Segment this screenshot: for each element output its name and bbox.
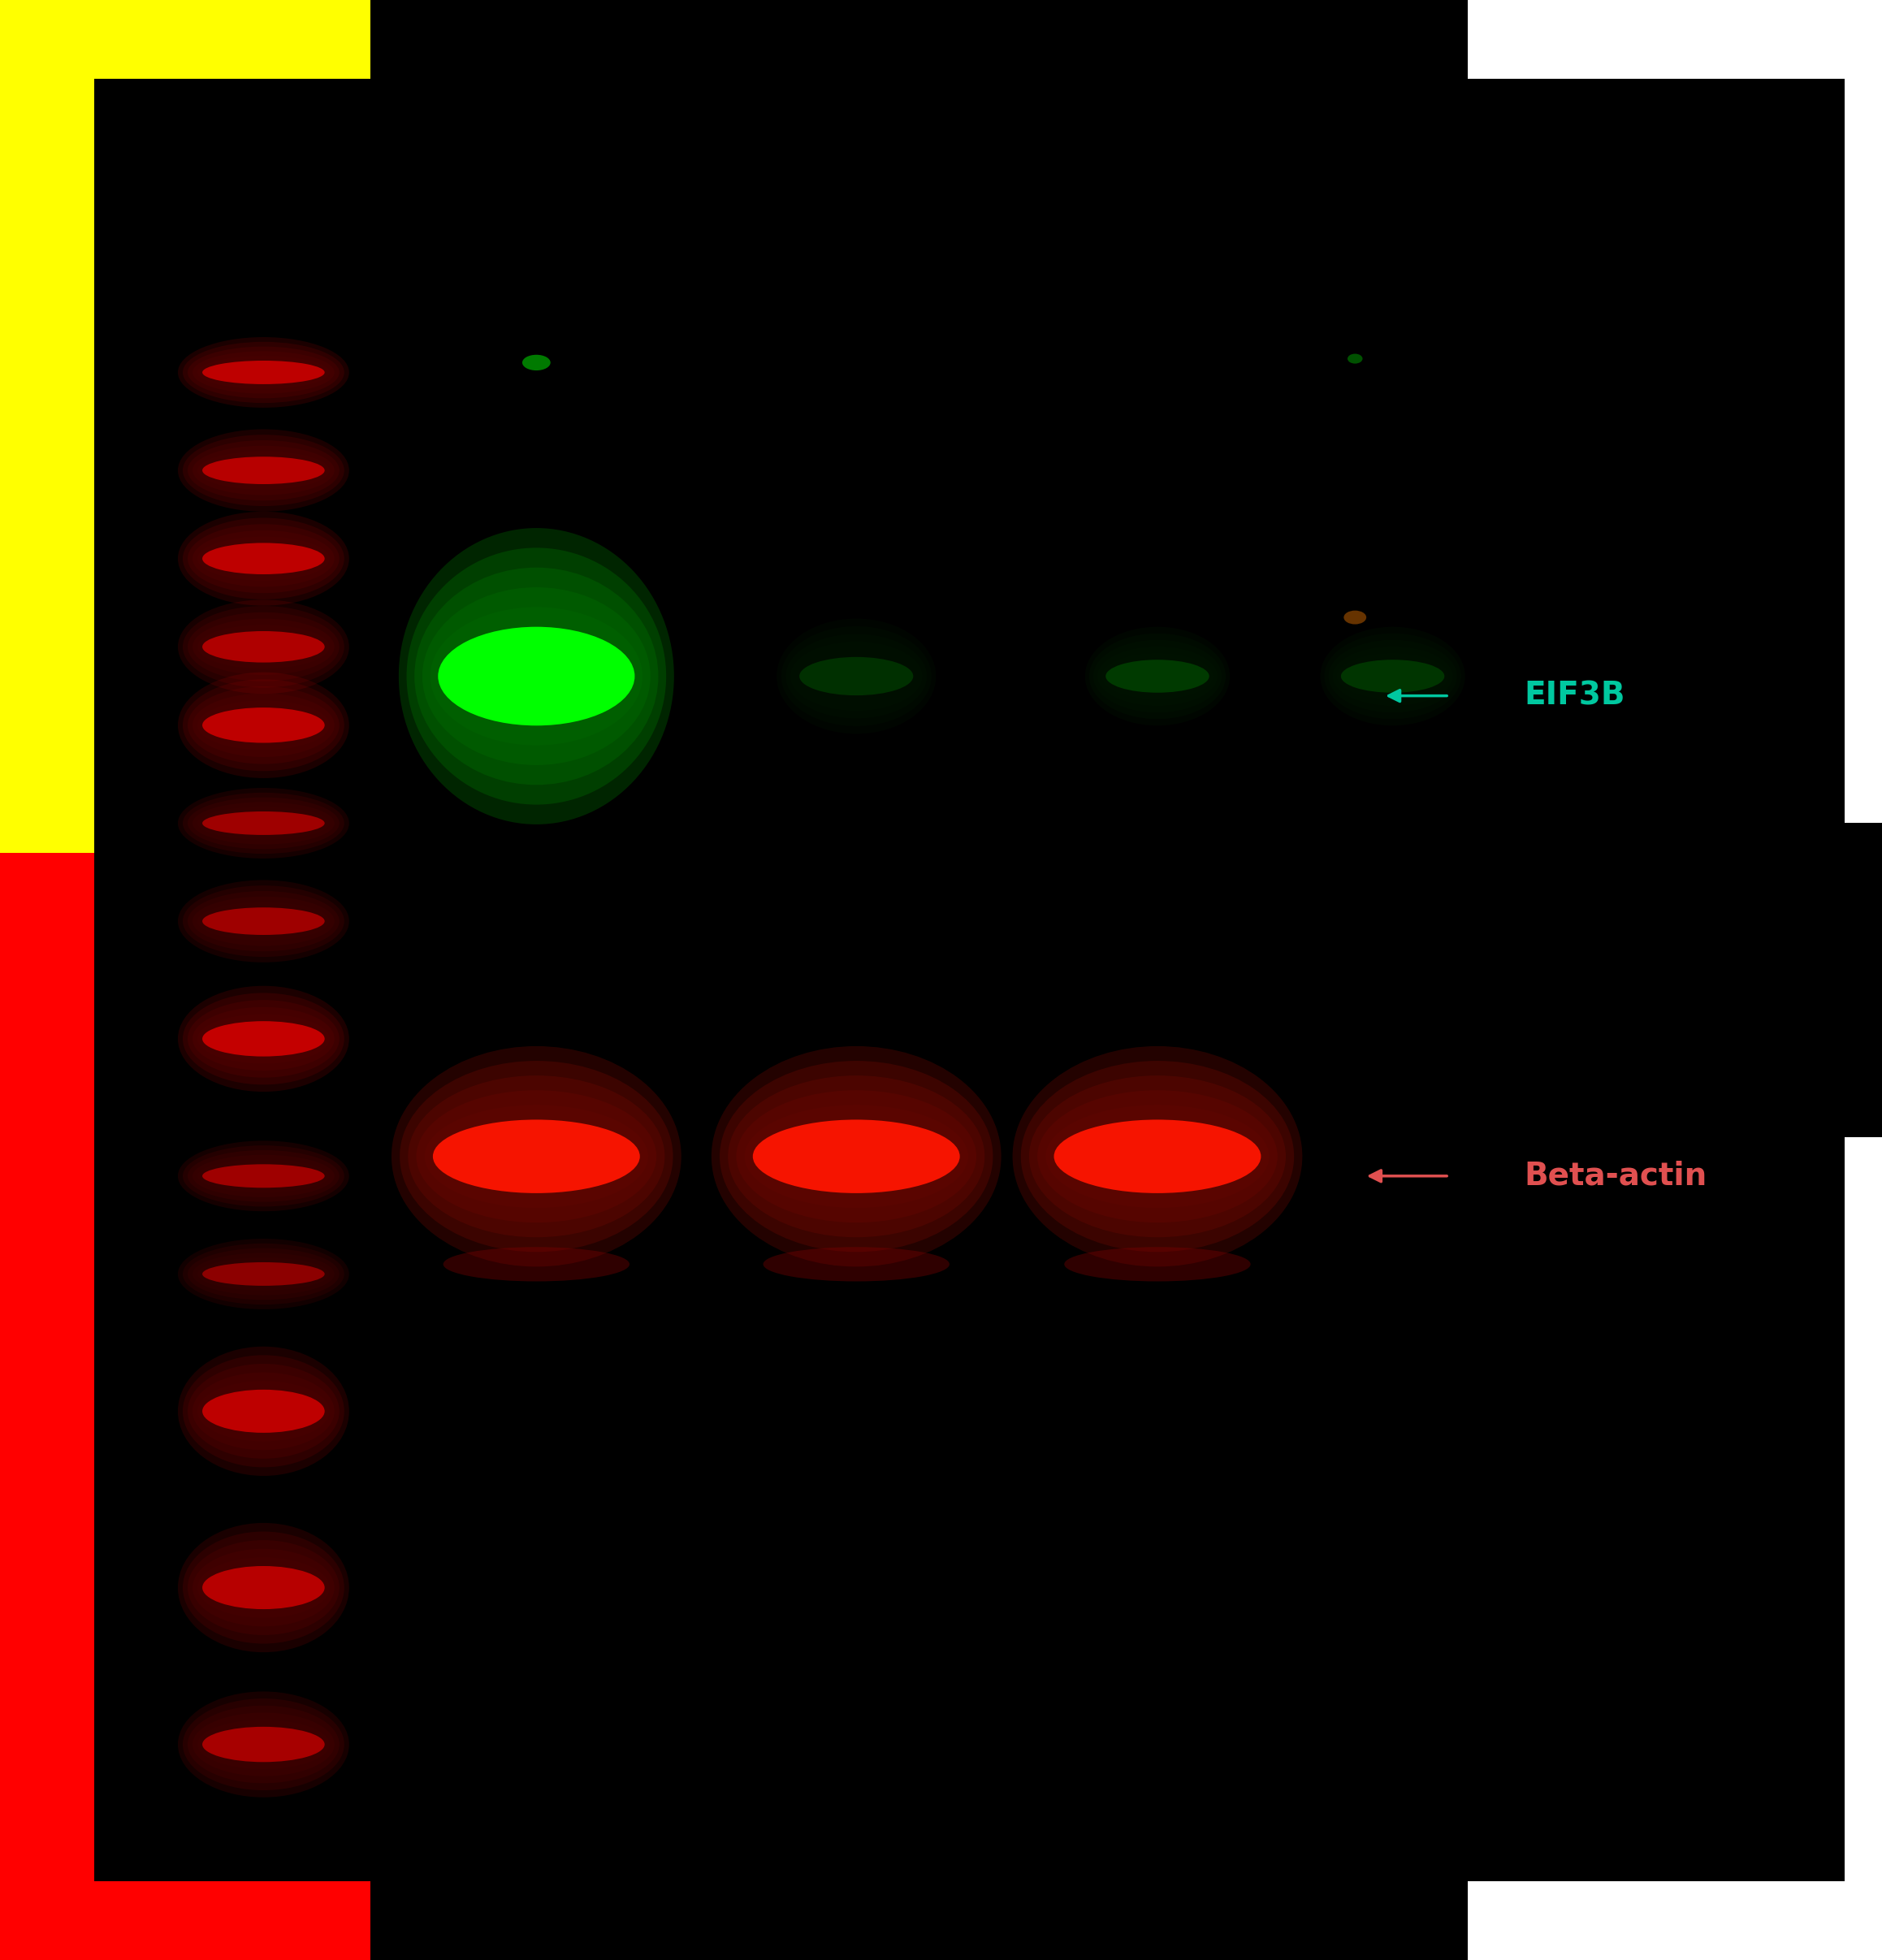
Ellipse shape: [203, 457, 326, 484]
Ellipse shape: [188, 1705, 339, 1784]
Ellipse shape: [203, 1262, 326, 1286]
Ellipse shape: [183, 1531, 344, 1644]
Ellipse shape: [203, 543, 326, 574]
Ellipse shape: [203, 361, 326, 384]
Ellipse shape: [1348, 355, 1363, 365]
Ellipse shape: [1107, 661, 1208, 692]
Ellipse shape: [188, 523, 339, 594]
Ellipse shape: [391, 1047, 681, 1266]
Ellipse shape: [408, 1076, 664, 1237]
Ellipse shape: [399, 1060, 674, 1252]
Ellipse shape: [1020, 1060, 1295, 1252]
Ellipse shape: [188, 1151, 339, 1201]
Ellipse shape: [1029, 1076, 1285, 1237]
Ellipse shape: [179, 788, 350, 858]
Ellipse shape: [183, 1243, 344, 1305]
Ellipse shape: [1344, 610, 1366, 623]
Ellipse shape: [1340, 661, 1445, 692]
Ellipse shape: [203, 907, 326, 935]
Ellipse shape: [188, 686, 339, 764]
Ellipse shape: [183, 994, 344, 1084]
FancyBboxPatch shape: [1468, 0, 1882, 823]
Text: EIF3B: EIF3B: [1524, 680, 1626, 711]
Ellipse shape: [422, 588, 651, 764]
Ellipse shape: [728, 1076, 984, 1237]
Ellipse shape: [399, 527, 674, 825]
Ellipse shape: [711, 1047, 1001, 1266]
Ellipse shape: [183, 1354, 344, 1468]
Ellipse shape: [183, 435, 344, 506]
FancyBboxPatch shape: [0, 0, 371, 853]
Ellipse shape: [203, 1727, 326, 1762]
Ellipse shape: [192, 694, 335, 757]
Ellipse shape: [183, 606, 344, 688]
Ellipse shape: [188, 1000, 339, 1078]
Ellipse shape: [203, 1390, 326, 1433]
Ellipse shape: [192, 531, 335, 586]
Ellipse shape: [188, 347, 339, 398]
Ellipse shape: [433, 1119, 640, 1194]
Ellipse shape: [1013, 1047, 1302, 1266]
FancyBboxPatch shape: [94, 78, 1844, 1882]
Ellipse shape: [192, 1372, 335, 1450]
Ellipse shape: [736, 1090, 977, 1223]
Ellipse shape: [179, 512, 350, 606]
Ellipse shape: [179, 672, 350, 778]
Ellipse shape: [188, 892, 339, 951]
Ellipse shape: [188, 1364, 339, 1458]
Ellipse shape: [442, 1247, 629, 1282]
Ellipse shape: [719, 1060, 994, 1252]
Ellipse shape: [179, 429, 350, 512]
Ellipse shape: [192, 445, 335, 496]
Ellipse shape: [203, 708, 326, 743]
FancyBboxPatch shape: [1468, 1137, 1882, 1960]
Ellipse shape: [1037, 1090, 1278, 1223]
Ellipse shape: [203, 1021, 326, 1056]
Ellipse shape: [188, 612, 339, 682]
Ellipse shape: [179, 1523, 350, 1652]
Ellipse shape: [183, 517, 344, 600]
Ellipse shape: [1065, 1247, 1250, 1282]
Ellipse shape: [407, 547, 666, 806]
Ellipse shape: [183, 680, 344, 770]
Ellipse shape: [179, 986, 350, 1092]
Ellipse shape: [188, 1541, 339, 1635]
Ellipse shape: [203, 1566, 326, 1609]
Ellipse shape: [521, 355, 550, 370]
Ellipse shape: [188, 441, 339, 500]
Ellipse shape: [179, 337, 350, 408]
Ellipse shape: [192, 1548, 335, 1627]
Ellipse shape: [188, 1249, 339, 1299]
Ellipse shape: [179, 1691, 350, 1797]
Ellipse shape: [179, 600, 350, 694]
Ellipse shape: [188, 798, 339, 849]
Ellipse shape: [416, 1090, 657, 1223]
Ellipse shape: [203, 811, 326, 835]
Ellipse shape: [414, 568, 659, 784]
Ellipse shape: [192, 1007, 335, 1070]
Ellipse shape: [183, 1145, 344, 1207]
Ellipse shape: [179, 1141, 350, 1211]
Ellipse shape: [800, 657, 913, 696]
Ellipse shape: [439, 627, 634, 725]
Ellipse shape: [183, 341, 344, 404]
Ellipse shape: [203, 1164, 326, 1188]
Ellipse shape: [183, 792, 344, 855]
Ellipse shape: [1054, 1119, 1261, 1194]
Ellipse shape: [179, 880, 350, 962]
Text: Beta-actin: Beta-actin: [1524, 1160, 1707, 1192]
Ellipse shape: [764, 1247, 950, 1282]
Ellipse shape: [179, 1347, 350, 1476]
FancyBboxPatch shape: [0, 853, 371, 1960]
Ellipse shape: [753, 1119, 960, 1194]
Ellipse shape: [183, 886, 344, 956]
Ellipse shape: [179, 1239, 350, 1309]
Ellipse shape: [183, 1699, 344, 1789]
Ellipse shape: [203, 631, 326, 662]
Ellipse shape: [192, 351, 335, 394]
